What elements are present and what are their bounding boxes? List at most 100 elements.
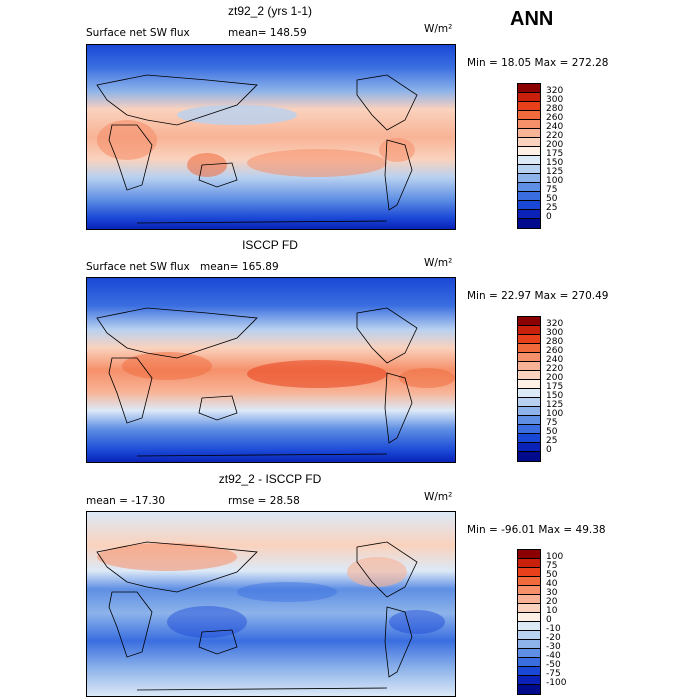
- colorbar-swatch: [518, 640, 540, 649]
- colorbar-label: 220: [546, 364, 564, 374]
- colorbar: [517, 549, 541, 695]
- field-name: Surface net SW flux: [86, 27, 190, 39]
- mean-label: mean = -17.30: [86, 495, 166, 507]
- colorbar-label: 320: [546, 86, 564, 96]
- colorbar-label: 75: [546, 561, 558, 571]
- colorbar-label: 150: [546, 158, 564, 168]
- colorbar-label: 175: [546, 149, 564, 159]
- colorbar-label: 40: [546, 579, 558, 589]
- colorbar-swatch: [518, 550, 540, 559]
- mean-label: mean= 165.89: [200, 261, 279, 273]
- colorbar-label: -20: [546, 633, 561, 643]
- colorbar-label: -10: [546, 624, 561, 634]
- panel-title: ISCCP FD: [242, 238, 298, 252]
- colorbar-label: 20: [546, 597, 558, 607]
- coastlines: [96, 541, 418, 691]
- colorbar-swatch: [518, 658, 540, 667]
- colorbar-swatch: [518, 138, 540, 147]
- colorbar-swatch: [518, 425, 540, 434]
- coastlines: [96, 307, 418, 457]
- colorbar-swatch: [518, 156, 540, 165]
- colorbar-swatch: [518, 398, 540, 407]
- colorbar-label: -40: [546, 651, 561, 661]
- colorbar-label: 25: [546, 436, 558, 446]
- season-label: ANN: [510, 8, 554, 30]
- colorbar-swatch: [518, 434, 540, 443]
- map-difference: [86, 511, 456, 697]
- colorbar-label: 50: [546, 194, 558, 204]
- colorbar-label: 320: [546, 319, 564, 329]
- colorbar-swatch: [518, 93, 540, 102]
- colorbar-swatch: [518, 416, 540, 425]
- colorbar-swatch: [518, 344, 540, 353]
- colorbar-label: -50: [546, 660, 561, 670]
- colorbar-label: 240: [546, 355, 564, 365]
- colorbar-label: 50: [546, 570, 558, 580]
- colorbar-swatch: [518, 192, 540, 201]
- colorbar-swatch: [518, 335, 540, 344]
- colorbar-label: 0: [546, 445, 552, 455]
- colorbar-swatch: [518, 201, 540, 210]
- colorbar-swatch: [518, 147, 540, 156]
- min-max-label: Min = -96.01 Max = 49.38: [467, 524, 606, 536]
- colorbar-label: 260: [546, 346, 564, 356]
- colorbar-swatch: [518, 380, 540, 389]
- colorbar-label: -30: [546, 642, 561, 652]
- colorbar-label: 150: [546, 391, 564, 401]
- colorbar-label: 200: [546, 140, 564, 150]
- colorbar-swatch: [518, 84, 540, 93]
- colorbar: [517, 83, 541, 229]
- units-label: W/m²: [424, 23, 453, 35]
- map-observations: [86, 277, 456, 463]
- colorbar-label: 30: [546, 588, 558, 598]
- colorbar-label: 125: [546, 167, 564, 177]
- colorbar: [517, 316, 541, 462]
- colorbar-swatch: [518, 129, 540, 138]
- colorbar-swatch: [518, 676, 540, 685]
- colorbar-swatch: [518, 649, 540, 658]
- colorbar-label: 220: [546, 131, 564, 141]
- colorbar-swatch: [518, 613, 540, 622]
- colorbar-swatch: [518, 210, 540, 219]
- rmse-label: rmse = 28.58: [228, 495, 300, 507]
- colorbar-swatch: [518, 577, 540, 586]
- colorbar-swatch: [518, 622, 540, 631]
- map-field: [87, 278, 455, 462]
- colorbar-swatch: [518, 317, 540, 326]
- field-name: Surface net SW flux: [86, 261, 190, 273]
- colorbar-label: 260: [546, 113, 564, 123]
- colorbar-swatch: [518, 362, 540, 371]
- colorbar-label: 0: [546, 615, 552, 625]
- colorbar-label: 100: [546, 176, 564, 186]
- colorbar-label: 100: [546, 409, 564, 419]
- map-model: [86, 44, 456, 230]
- colorbar-label: 25: [546, 203, 558, 213]
- colorbar-label: 200: [546, 373, 564, 383]
- colorbar-swatch: [518, 174, 540, 183]
- colorbar-swatch: [518, 631, 540, 640]
- colorbar-swatch: [518, 120, 540, 129]
- colorbar-swatch: [518, 586, 540, 595]
- colorbar-swatch: [518, 407, 540, 416]
- colorbar-swatch: [518, 389, 540, 398]
- colorbar-label: 280: [546, 104, 564, 114]
- min-max-label: Min = 18.05 Max = 272.28: [467, 57, 609, 69]
- colorbar-label: 280: [546, 337, 564, 347]
- coastlines: [96, 74, 418, 224]
- colorbar-swatch: [518, 165, 540, 174]
- colorbar-swatch: [518, 604, 540, 613]
- colorbar-swatch: [518, 219, 540, 228]
- colorbar-label: 240: [546, 122, 564, 132]
- colorbar-swatch: [518, 371, 540, 380]
- panel-title: zt92_2 (yrs 1-1): [227, 4, 313, 18]
- colorbar-label: 125: [546, 400, 564, 410]
- colorbar-label: -100: [546, 678, 567, 688]
- panel-title: zt92_2 - ISCCP FD: [218, 472, 322, 486]
- colorbar-label: 100: [546, 552, 564, 562]
- colorbar-swatch: [518, 102, 540, 111]
- colorbar-label: 0: [546, 212, 552, 222]
- colorbar-swatch: [518, 667, 540, 676]
- colorbar-label: 175: [546, 382, 564, 392]
- units-label: W/m²: [424, 257, 453, 269]
- colorbar-swatch: [518, 595, 540, 604]
